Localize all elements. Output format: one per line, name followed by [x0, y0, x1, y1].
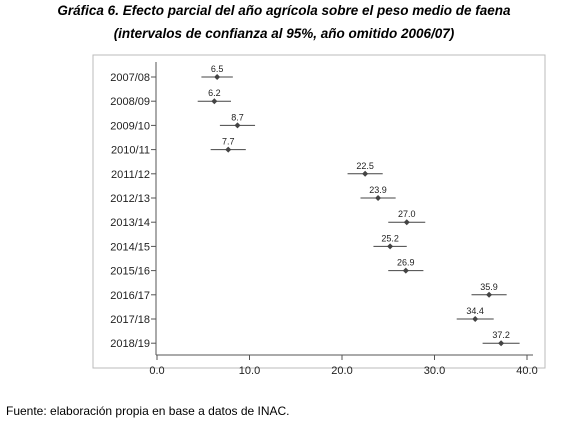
chart-title-line-2: (intervalos de confianza al 95%, año omi… [113, 26, 455, 41]
point-estimate [225, 146, 232, 153]
point-estimate [498, 340, 505, 347]
x-tick-label: 40.0 [516, 365, 537, 377]
point-estimate [486, 291, 493, 298]
data-label: 23.9 [369, 185, 387, 195]
data-label: 26.9 [397, 258, 415, 268]
y-tick-label: 2009/10 [110, 120, 150, 132]
chart-title-line-1: Gráfica 6. Efecto parcial del año agríco… [57, 3, 511, 18]
point-estimate [402, 267, 409, 274]
y-tick-label: 2012/13 [110, 193, 150, 205]
point-estimate [387, 243, 394, 250]
point-estimate [234, 122, 241, 129]
x-tick-label: 30.0 [424, 365, 445, 377]
data-label: 34.4 [466, 306, 484, 316]
data-label: 6.2 [208, 88, 221, 98]
data-label: 25.2 [381, 233, 399, 243]
point-estimate [214, 74, 221, 80]
y-tick-label: 2018/19 [110, 338, 150, 350]
data-label: 22.5 [356, 161, 374, 171]
point-estimate [472, 316, 479, 322]
y-tick-label: 2011/12 [111, 169, 150, 181]
data-label: 35.9 [480, 282, 498, 292]
data-label: 6.5 [211, 64, 224, 74]
source-note: Fuente: elaboración propia en base a dat… [6, 404, 290, 418]
plot-frame [92, 54, 546, 369]
y-tick-label: 2013/14 [110, 217, 150, 229]
y-tick-label: 2007/08 [110, 72, 150, 84]
y-tick-label: 2017/18 [110, 314, 150, 326]
x-tick-label: 0.0 [149, 365, 164, 377]
data-label: 8.7 [231, 112, 244, 122]
point-estimate [211, 98, 218, 105]
chart-svg: 0.0 10.0 20.0 30.0 40.0 2007/08 6.5 2008/09 6.2 2… [92, 54, 546, 377]
data-label: 27.0 [398, 209, 416, 219]
y-tick-label: 2015/16 [110, 266, 150, 278]
data-label: 7.7 [222, 137, 235, 147]
x-tick-label: 10.0 [239, 365, 260, 377]
point-estimate [375, 195, 382, 201]
data-label: 37.2 [492, 330, 510, 340]
x-tick-label: 20.0 [331, 365, 352, 377]
point-estimate [362, 170, 369, 177]
y-tick-label: 2008/09 [110, 96, 150, 108]
y-tick-label: 2016/17 [110, 290, 150, 302]
point-estimate [403, 219, 410, 226]
y-tick-label: 2014/15 [110, 241, 150, 253]
y-tick-label: 2010/11 [111, 145, 150, 157]
